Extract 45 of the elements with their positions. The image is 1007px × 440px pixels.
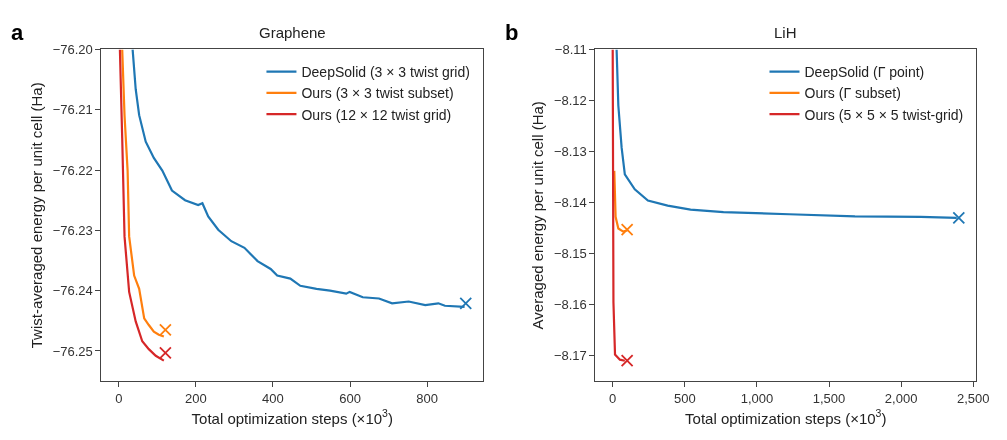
x-tick-label: 2,500 [956,390,990,406]
x-tick-label: 400 [262,390,284,406]
x-axis-title: Total optimization steps (×10$^{3}$) [191,407,393,427]
y-tick-label: −8.14 [553,195,587,211]
y-tick-label: −8.16 [553,297,587,313]
y-tick-label: −8.13 [553,144,587,160]
y-tick-label: −76.21 [52,102,93,118]
y-tick-label: −76.24 [52,283,93,299]
legend-label: DeepSolid (3 × 3 twist grid) [301,64,470,81]
y-axis-title: Averaged energy per unit cell (Ha) [529,101,547,330]
legend-label: DeepSolid (Γ point) [804,64,925,81]
point [459,296,473,310]
x-axis-title: Total optimization steps (×10$^{3}$) [685,407,887,427]
x-tick-label: 2,000 [884,390,918,406]
y-axis-title: Twist-averaged energy per unit cell (Ha) [27,82,45,349]
legend-label: Ours (12 × 12 twist grid) [301,106,452,123]
x-tick-label: 1,500 [812,390,846,406]
line-series [613,169,630,233]
x-tick-label: 600 [339,390,361,406]
y-tick-label: −8.11 [554,41,587,57]
chart-title: LiH [774,24,797,41]
x-tick-label: 800 [416,390,439,406]
text: b [505,20,519,45]
point [158,323,172,337]
x-tick-label: 0 [115,390,123,406]
point [158,346,172,360]
text: a [11,20,24,45]
y-tick-label: −76.25 [52,343,93,359]
legend-label: Ours (3 × 3 twist subset) [301,85,454,102]
y-tick-label: −76.20 [52,41,93,57]
x-tick-label: 1,000 [740,390,774,406]
y-tick-label: −76.23 [52,222,93,238]
y-tick-label: −8.17 [553,348,587,364]
y-tick-label: −76.22 [52,162,93,178]
legend-label: Ours (5 × 5 × 5 twist-grid) [804,106,964,123]
point [620,354,634,368]
y-tick-label: −8.15 [553,246,587,262]
x-tick-label: 500 [673,390,696,406]
point [952,211,966,225]
point [620,223,634,236]
chart-title: Graphene [259,24,326,41]
legend-label: Ours (Γ subset) [804,85,901,102]
x-tick-label: 200 [185,390,207,406]
x-tick-label: 0 [609,390,617,406]
y-tick-label: −8.12 [553,93,587,109]
